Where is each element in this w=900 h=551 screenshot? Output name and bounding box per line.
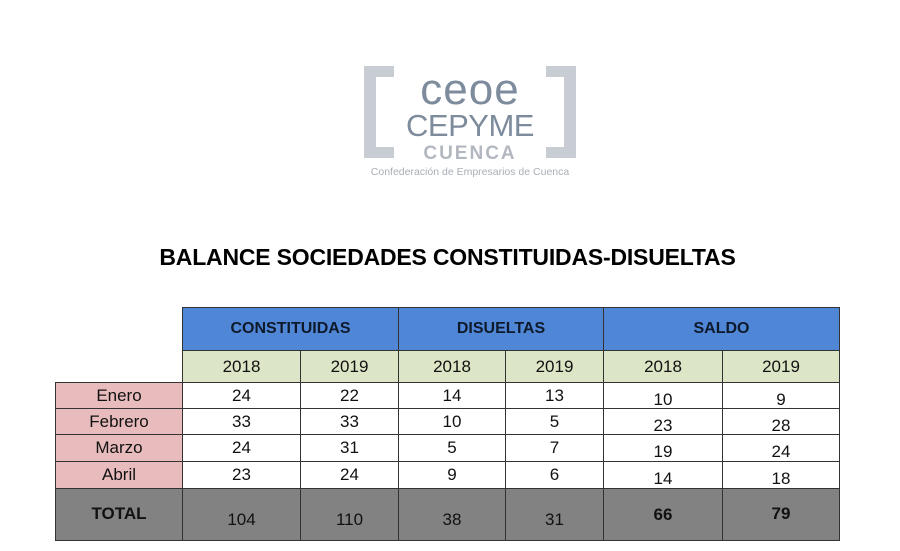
table-cell: 33 bbox=[300, 408, 399, 435]
year-header: 2018 bbox=[398, 350, 506, 383]
table-cell: 23 bbox=[603, 408, 723, 435]
total-cell: 38 bbox=[398, 488, 506, 541]
table-cell: 5 bbox=[398, 434, 506, 462]
table-cell: 14 bbox=[398, 382, 506, 409]
table-cell: 28 bbox=[722, 408, 840, 435]
logo-bracket-right bbox=[564, 66, 576, 158]
logo-cuenca-text: CUENCA bbox=[423, 143, 517, 164]
table-cell: 14 bbox=[603, 461, 723, 489]
total-cell: 31 bbox=[505, 488, 604, 541]
table-cell: 24 bbox=[182, 434, 301, 462]
table-cell: 5 bbox=[505, 408, 604, 435]
table-cell: 24 bbox=[182, 382, 301, 409]
header-disueltas: DISUELTAS bbox=[398, 307, 604, 351]
table-cell: 31 bbox=[300, 434, 399, 462]
table-cell: 6 bbox=[505, 461, 604, 489]
ceoe-cepyme-logo: ceoe CEPYME CUENCA Confederación de Empr… bbox=[364, 66, 576, 184]
table-cell: 10 bbox=[398, 408, 506, 435]
table-cell: 24 bbox=[722, 434, 840, 462]
year-header: 2018 bbox=[603, 350, 723, 383]
row-label-febrero: Febrero bbox=[55, 408, 183, 435]
table-cell: 23 bbox=[182, 461, 301, 489]
table-cell: 9 bbox=[398, 461, 506, 489]
row-label-abril: Abril bbox=[55, 461, 183, 489]
year-header: 2019 bbox=[505, 350, 604, 383]
table-cell: 22 bbox=[300, 382, 399, 409]
table-cell: 18 bbox=[722, 461, 840, 489]
total-cell: 66 bbox=[603, 488, 723, 541]
table-cell: 19 bbox=[603, 434, 723, 462]
logo-bracket-right-top bbox=[546, 66, 576, 77]
logo-bracket-left-bottom bbox=[364, 147, 394, 158]
year-header: 2019 bbox=[722, 350, 840, 383]
table-cell: 7 bbox=[505, 434, 604, 462]
logo-bracket-left bbox=[364, 66, 376, 158]
total-cell: 110 bbox=[300, 488, 399, 541]
table-cell: 13 bbox=[505, 382, 604, 409]
logo-bracket-left-top bbox=[364, 66, 394, 77]
header-constituidas: CONSTITUIDAS bbox=[182, 307, 399, 351]
table-cell: 9 bbox=[722, 382, 840, 409]
logo-ceoe-text: ceoe bbox=[420, 65, 520, 114]
table-cell: 24 bbox=[300, 461, 399, 489]
logo-cepyme-text: CEPYME bbox=[406, 108, 534, 143]
total-cell: 104 bbox=[182, 488, 301, 541]
total-cell: 79 bbox=[722, 488, 840, 541]
row-label-enero: Enero bbox=[55, 382, 183, 409]
logo-bracket-right-bottom bbox=[546, 147, 576, 158]
page-title: BALANCE SOCIEDADES CONSTITUIDAS-DISUELTA… bbox=[159, 244, 736, 270]
row-label-marzo: Marzo bbox=[55, 434, 183, 462]
row-label-total: TOTAL bbox=[55, 488, 183, 541]
year-header: 2018 bbox=[182, 350, 301, 383]
year-header: 2019 bbox=[300, 350, 399, 383]
table-cell: 10 bbox=[603, 382, 723, 409]
logo-subtitle: Confederación de Empresarios de Cuenca bbox=[370, 166, 570, 178]
header-saldo: SALDO bbox=[603, 307, 840, 351]
table-cell: 33 bbox=[182, 408, 301, 435]
